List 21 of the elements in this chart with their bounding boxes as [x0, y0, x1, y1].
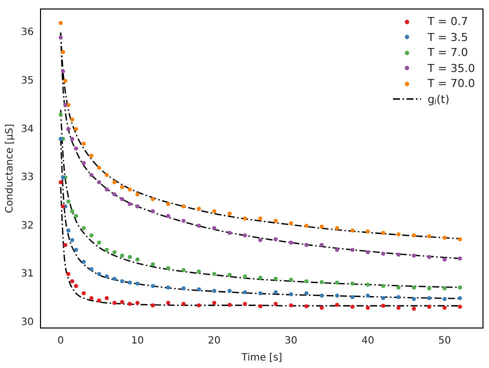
y-tick-label: 34	[20, 124, 34, 135]
y-tick-label: 31	[20, 268, 34, 280]
x-axis-title: Time [s]	[240, 352, 282, 364]
legend-label: T = 3.5	[428, 30, 468, 45]
legend-label: T = 7.0	[428, 45, 468, 60]
x-tick-label: 10	[131, 336, 144, 347]
y-tick-label: 30	[20, 316, 34, 328]
x-tick-label: 20	[208, 336, 221, 347]
x-tick-label: 0	[58, 336, 64, 347]
x-tick-label: 40	[361, 336, 374, 347]
x-tick-label: 30	[284, 336, 298, 347]
y-tick-label: 36	[20, 27, 34, 38]
legend-label: T = 35.0	[428, 60, 475, 76]
legend-label: T = 0.7	[428, 14, 468, 30]
legend-label: T = 70.0	[428, 76, 475, 92]
y-tick-label: 32	[20, 220, 34, 232]
legend-label: gⱼ(t)	[428, 92, 450, 107]
x-tick-label: 50	[438, 336, 451, 347]
y-axis-title: Conductance [μS]	[4, 124, 16, 214]
y-tick-label: 33	[20, 172, 34, 184]
y-tick-label: 35	[20, 76, 34, 86]
